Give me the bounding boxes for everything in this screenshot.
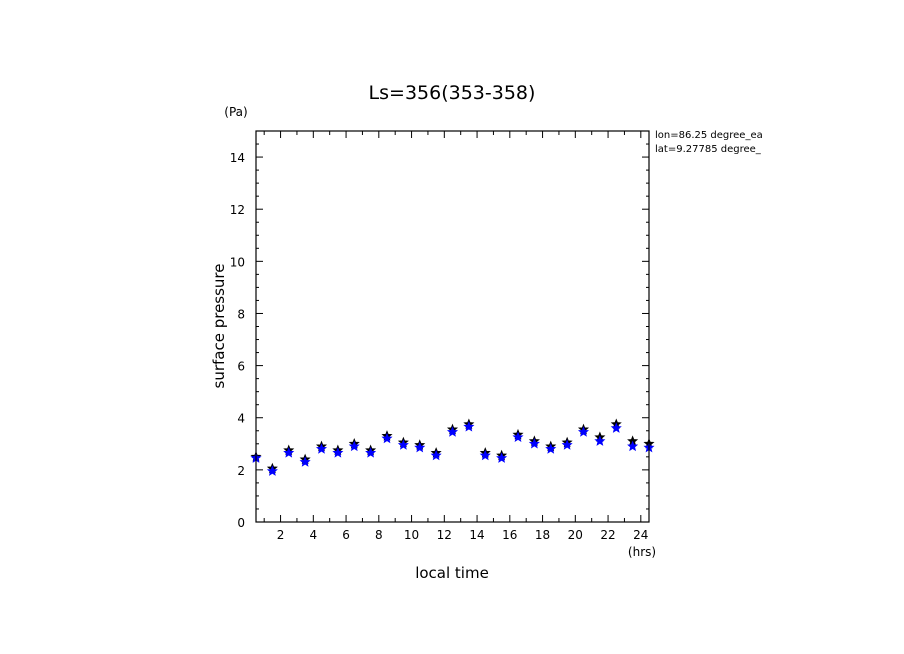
point-blue — [528, 437, 540, 449]
point-blue — [627, 440, 639, 452]
point-blue — [266, 465, 278, 476]
point-blue — [315, 443, 328, 454]
plot-frame — [255, 130, 650, 523]
y-tick-label: 0 — [237, 516, 245, 530]
point-blue — [381, 432, 393, 444]
x-tick-label: 8 — [375, 528, 383, 542]
point-blue — [397, 439, 409, 450]
x-tick-label: 24 — [633, 528, 648, 542]
x-tick-label: 18 — [535, 528, 550, 542]
point-blue — [414, 441, 426, 453]
y-tick-label: 2 — [237, 464, 245, 478]
point-blue — [348, 440, 360, 452]
point-blue — [561, 439, 573, 450]
x-axis-label: local time — [415, 564, 489, 582]
annotation-lat: lat=9.27785 degree_ — [655, 144, 762, 155]
point-blue — [463, 421, 475, 432]
data-marks — [250, 418, 655, 476]
x-tick-label: 12 — [437, 528, 452, 542]
point-blue — [610, 422, 622, 433]
y-unit-label: (Pa) — [224, 105, 247, 119]
x-tick-label: 20 — [568, 528, 583, 542]
x-tick-label: 6 — [342, 528, 350, 542]
x-unit-label: (hrs) — [628, 545, 656, 559]
x-tick-label: 2 — [277, 528, 285, 542]
x-tick-label: 16 — [502, 528, 517, 542]
point-blue — [446, 426, 459, 437]
x-tick-label: 22 — [600, 528, 615, 542]
y-tick-label: 12 — [230, 203, 245, 217]
point-blue — [365, 447, 377, 458]
point-blue — [332, 447, 344, 458]
point-blue — [283, 447, 295, 458]
y-tick-label: 8 — [237, 307, 245, 321]
y-tick-label: 14 — [230, 151, 245, 165]
annotation-lon: lon=86.25 degree_ea — [655, 130, 763, 141]
y-tick-label: 6 — [237, 360, 245, 374]
point-blue — [594, 435, 606, 446]
point-blue — [512, 431, 524, 442]
point-blue — [496, 452, 508, 463]
point-blue — [430, 449, 442, 461]
point-blue — [545, 443, 557, 454]
point-blue — [299, 456, 311, 467]
x-tick-label: 10 — [404, 528, 419, 542]
chart-title: Ls=356(353-358) — [369, 82, 536, 104]
x-tick-label: 14 — [469, 528, 484, 542]
point-blue — [577, 426, 590, 437]
point-blue — [479, 449, 491, 461]
y-axis-label: surface pressure — [210, 264, 228, 389]
x-tick-label: 4 — [309, 528, 317, 542]
y-tick-label: 10 — [230, 255, 245, 269]
y-tick-label: 4 — [237, 412, 245, 426]
